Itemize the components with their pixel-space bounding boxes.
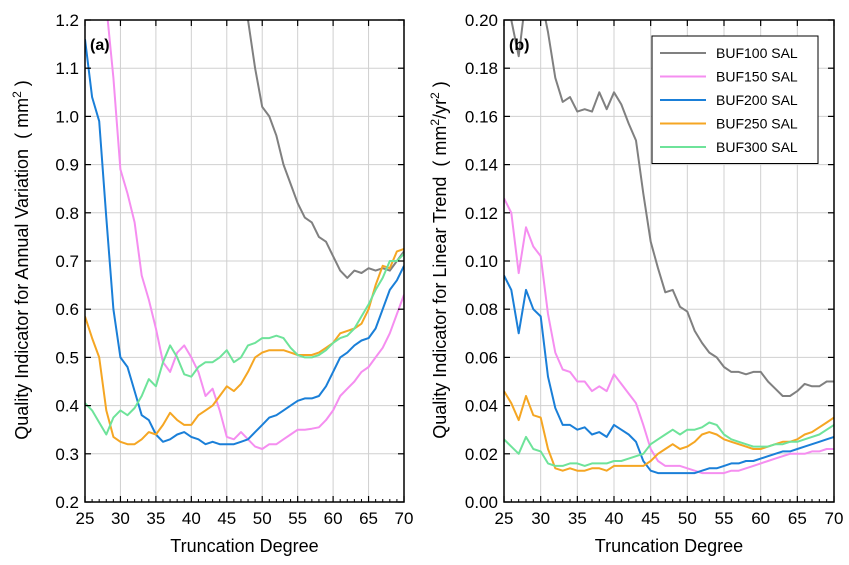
series-line-buf300 — [85, 253, 404, 436]
y-tick-label: 1.2 — [55, 11, 79, 30]
y-tick-label: 0.12 — [465, 204, 498, 223]
x-tick-label: 65 — [788, 509, 807, 528]
y-axis-label-part: /yr — [430, 99, 450, 119]
x-tick-label: 45 — [641, 509, 660, 528]
x-tick-label: 60 — [751, 509, 770, 528]
y-tick-label: 0.7 — [55, 252, 79, 271]
legend-label-buf250: BUF250 SAL — [716, 116, 798, 132]
y-axis-label-part: Quality Indicator for Annual Variation — [12, 149, 32, 440]
y-tick-label: 0.08 — [465, 300, 498, 319]
y-axis-label-part: ( mm — [12, 98, 32, 139]
x-tick-label: 40 — [182, 509, 201, 528]
panel-linear-trend: 25 30 35 40 45 50 55 60 65 70 0.00 0.02 0.04 0.06 0.08… — [428, 11, 844, 556]
x-tick-label: 50 — [253, 509, 272, 528]
x-tick-label: 30 — [111, 509, 130, 528]
x-axis-label: Truncation Degree — [595, 536, 743, 556]
series-line-buf100 — [246, 20, 404, 279]
y-axis-label-part: ( mm — [430, 126, 450, 167]
series-line-buf250 — [504, 390, 834, 472]
x-tick-label: 25 — [495, 509, 514, 528]
x-tick-label: 30 — [531, 509, 550, 528]
x-tick-label: 55 — [288, 509, 307, 528]
y-tick-label: 0.14 — [465, 156, 498, 175]
y-tick-label: 0.2 — [55, 493, 79, 512]
series-line-buf200 — [504, 275, 834, 475]
y-axis-label: Quality Indicator for Annual Variation (… — [10, 80, 32, 440]
y-tick-label: 0.6 — [55, 300, 79, 319]
x-axis-label: Truncation Degree — [170, 536, 318, 556]
x-tick-label: 35 — [146, 509, 165, 528]
series-line-buf150 — [504, 197, 834, 475]
y-tick-label: 0.18 — [465, 59, 498, 78]
y-axis-label-superscript: 2 — [428, 92, 442, 99]
x-tick-label: 50 — [678, 509, 697, 528]
series-group — [504, 20, 834, 475]
y-tick-label: 0.10 — [465, 252, 498, 271]
y-axis-label-superscript: 2 — [10, 91, 24, 98]
y-tick-label: 0.5 — [55, 348, 79, 367]
y-tick-label: 0.16 — [465, 107, 498, 126]
y-tick-label: 1.1 — [55, 59, 79, 78]
y-tick-label: 0.8 — [55, 204, 79, 223]
y-tick-label: 0.06 — [465, 348, 498, 367]
y-axis-label-part: ) — [430, 81, 450, 92]
y-tick-label: 0.9 — [55, 156, 79, 175]
series-line-buf100 — [510, 20, 834, 397]
series-line-buf250 — [85, 248, 404, 446]
x-tick-label: 35 — [568, 509, 587, 528]
legend-label-buf300: BUF300 SAL — [716, 139, 798, 155]
y-axis-label-part: Quality Indicator for Linear Trend — [430, 177, 450, 439]
y-axis-label-superscript: 2 — [428, 119, 442, 126]
x-tick-label: 25 — [76, 509, 95, 528]
series-line-buf300 — [504, 421, 834, 467]
y-tick-label: 0.4 — [55, 397, 79, 416]
y-axis-label: Quality Indicator for Linear Trend ( mm2… — [428, 81, 450, 439]
x-tick-label: 40 — [605, 509, 624, 528]
y-tick-label: 0.04 — [465, 397, 498, 416]
panel-annual-variation: 25 30 35 40 45 50 55 60 65 70 0.2 0.3 0.4 0.5 0.6 0.7 0.… — [10, 11, 414, 556]
y-tick-label: 0.00 — [465, 493, 498, 512]
legend-label-buf100: BUF100 SAL — [716, 45, 798, 61]
panel-label: (a) — [90, 37, 110, 54]
y-tick-label: 0.20 — [465, 11, 498, 30]
x-tick-label: 65 — [359, 509, 378, 528]
x-tick-label: 45 — [217, 509, 236, 528]
x-tick-label: 70 — [825, 509, 844, 528]
x-tick-label: 60 — [324, 509, 343, 528]
legend-label-buf200: BUF200 SAL — [716, 92, 798, 108]
x-tick-label: 70 — [395, 509, 414, 528]
y-tick-label: 0.3 — [55, 445, 79, 464]
series-group — [85, 20, 404, 450]
x-tick-label: 55 — [715, 509, 734, 528]
series-line-buf200 — [85, 39, 404, 446]
y-axis-label-part: ) — [12, 80, 32, 91]
series-line-buf150 — [106, 20, 404, 450]
panel-label: (b) — [509, 37, 529, 54]
legend-label-buf150: BUF150 SAL — [716, 69, 798, 85]
y-tick-label: 0.02 — [465, 445, 498, 464]
y-tick-label: 1.0 — [55, 107, 79, 126]
